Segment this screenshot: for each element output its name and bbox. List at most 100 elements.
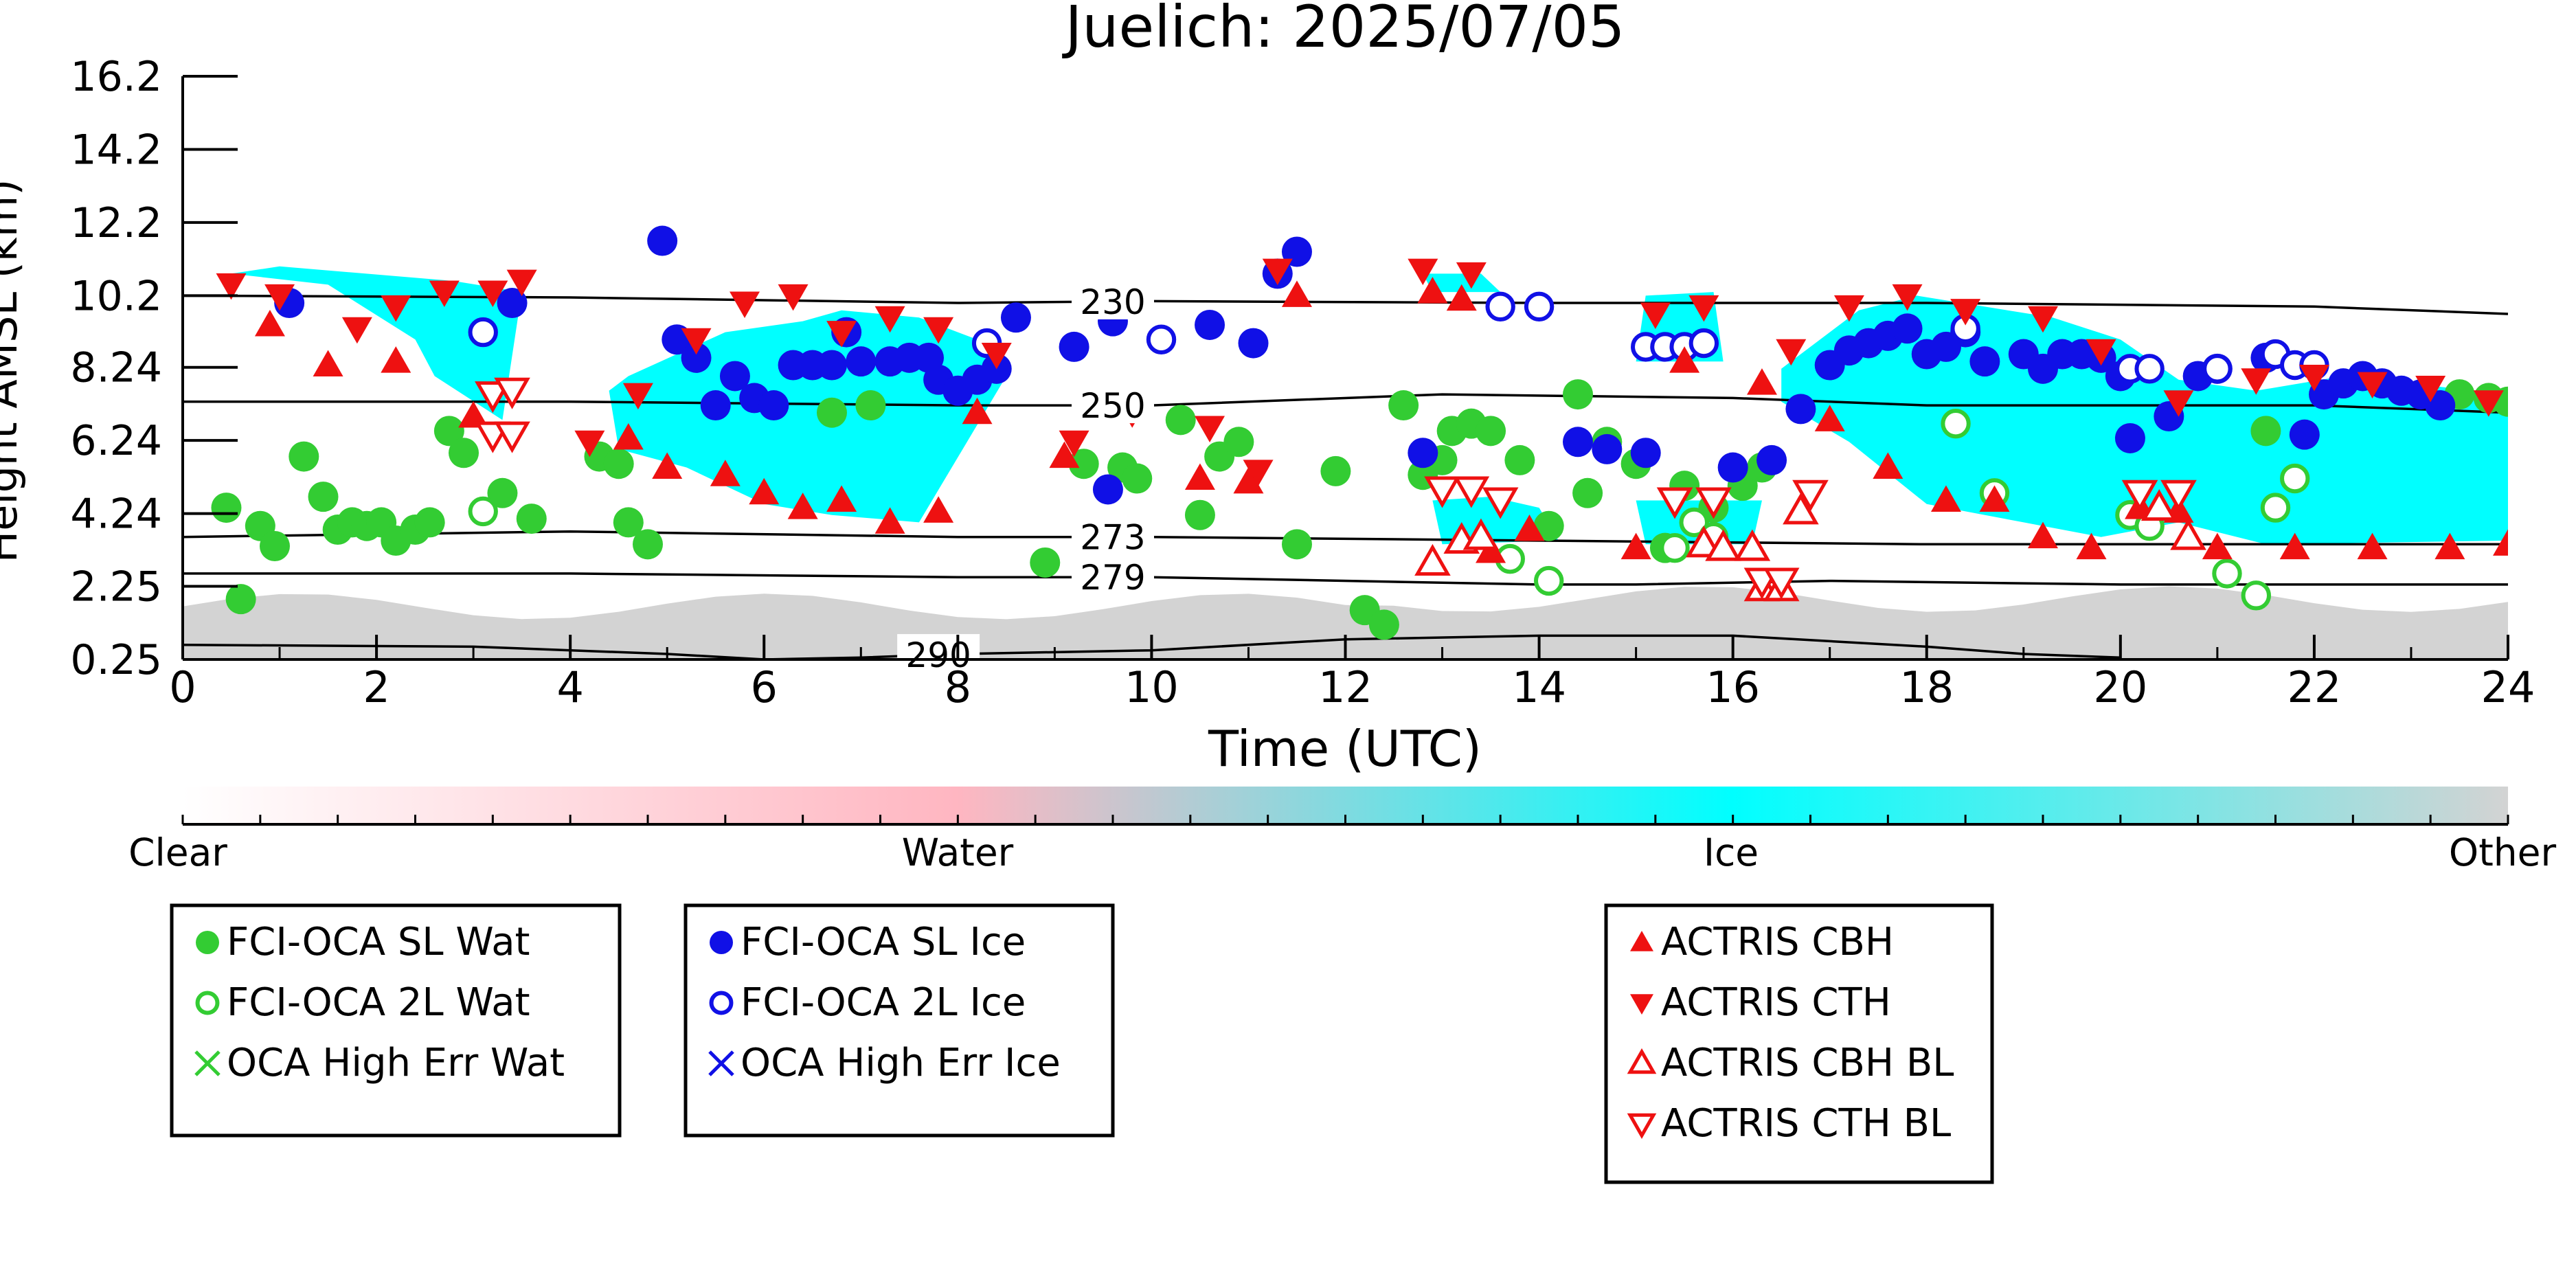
data-point [1695, 487, 1732, 519]
data-point [1688, 328, 1719, 359]
data-point [1030, 547, 1061, 578]
legend-marker [1627, 1048, 1657, 1074]
data-point [289, 441, 319, 472]
axes: 0 2 4 6 8 10 12 14 16 18 20 22 24 0.252.254.246.248.… [70, 53, 2535, 712]
data-point [1705, 529, 1741, 561]
legend-label: OCA High Err Wat [227, 1041, 565, 1085]
data-point [313, 350, 343, 377]
x-tick-label: 4 [556, 662, 583, 712]
data-point [1195, 309, 1225, 340]
temperature-contour [183, 294, 2508, 315]
data-point [681, 328, 712, 355]
legend-marker [709, 991, 734, 1015]
y-tick-label: 14.2 [70, 126, 162, 174]
data-point [1717, 452, 1748, 483]
data-point [2202, 532, 2233, 560]
x-tick-label: 22 [2287, 662, 2341, 712]
legend-water-box [170, 903, 622, 1138]
data-point [574, 430, 605, 457]
data-point [2121, 479, 2158, 512]
colorbar-label-water: Water [902, 831, 1014, 874]
data-point [2140, 489, 2178, 521]
data-point [826, 485, 857, 512]
contour-label: 250 [1080, 386, 1145, 426]
data-point [506, 269, 537, 297]
temperature-contour [183, 572, 2508, 586]
data-point [710, 460, 741, 486]
data-point [2241, 368, 2272, 395]
contour-label-bg [1072, 280, 1154, 319]
data-point [1833, 295, 1864, 322]
data-point [1640, 302, 1671, 329]
data-point [1238, 328, 1269, 359]
data-point [2163, 390, 2194, 417]
data-point [1892, 284, 1923, 311]
data-point [1408, 438, 1438, 468]
legend-marker [1630, 931, 1653, 951]
x-tick-label: 0 [169, 662, 196, 712]
data-point [2241, 580, 2271, 611]
data-point [1572, 477, 1603, 508]
y-tick-label: 0.25 [70, 636, 162, 684]
contour-label: 290 [905, 635, 971, 675]
x-tick-label: 14 [1512, 662, 1566, 712]
data-point [1533, 510, 1564, 541]
data-point [603, 449, 634, 479]
data-point [497, 288, 528, 319]
data-point [414, 507, 445, 538]
data-point [1679, 507, 1709, 538]
data-point [1524, 291, 1555, 322]
data-point [2170, 518, 2206, 550]
data-point [1814, 405, 1845, 431]
data-point [1456, 262, 1487, 289]
data-point [468, 496, 498, 527]
data-point [1563, 427, 1593, 457]
data-point [1792, 479, 1829, 512]
data-point [1059, 331, 1089, 362]
x-axis-label: Time (UTC) [1208, 720, 1482, 778]
legend-marker [195, 991, 220, 1015]
data-point [719, 361, 750, 392]
data-point [2086, 339, 2116, 366]
chart-title: Juelich: 2025/07/05 [1062, 0, 1625, 60]
legend-actris-box [1604, 903, 1994, 1184]
data-point [1785, 394, 1816, 425]
data-point [1446, 284, 1477, 311]
y-tick-label: 2.25 [70, 563, 162, 611]
data-point [1763, 567, 1800, 600]
data-point [1620, 532, 1651, 560]
data-point [458, 401, 489, 428]
data-point [826, 321, 857, 348]
x-tick-label: 16 [1706, 662, 1760, 712]
cloud-mask-region [231, 266, 522, 420]
data-point [2212, 558, 2242, 589]
x-tick-label: 24 [2481, 662, 2535, 712]
x-ticks: 0 2 4 6 8 10 12 14 16 18 20 22 24 [169, 635, 2535, 712]
data-point [613, 422, 644, 450]
data-point [2434, 532, 2465, 560]
legend-label: ACTRIS CTH [1661, 980, 1891, 1025]
legend-label: ACTRIS CBH [1661, 920, 1894, 964]
data-point [962, 397, 993, 425]
data-point [259, 530, 290, 561]
data-point [494, 377, 530, 409]
y-tick-label: 4.24 [70, 490, 162, 539]
legend-label: ACTRIS CTH BL [1661, 1101, 1951, 1146]
x-tick-label: 18 [1899, 662, 1954, 712]
y-tick-label: 6.24 [70, 417, 162, 465]
data-point [1969, 346, 2000, 377]
data-point [254, 309, 285, 337]
data-point [1320, 455, 1351, 486]
data-point [681, 342, 712, 373]
data-point [487, 477, 518, 508]
data-point [633, 529, 663, 560]
y-tick-label: 8.24 [70, 344, 162, 392]
y-axis-label: Height AMSL (km) [0, 179, 27, 563]
data-point [381, 346, 411, 373]
data-point [1184, 499, 1215, 530]
data-point [2160, 479, 2197, 512]
legend-label: FCI-OCA SL Wat [227, 920, 530, 964]
y-tick-label: 10.2 [70, 272, 162, 320]
data-point [1756, 444, 1787, 475]
